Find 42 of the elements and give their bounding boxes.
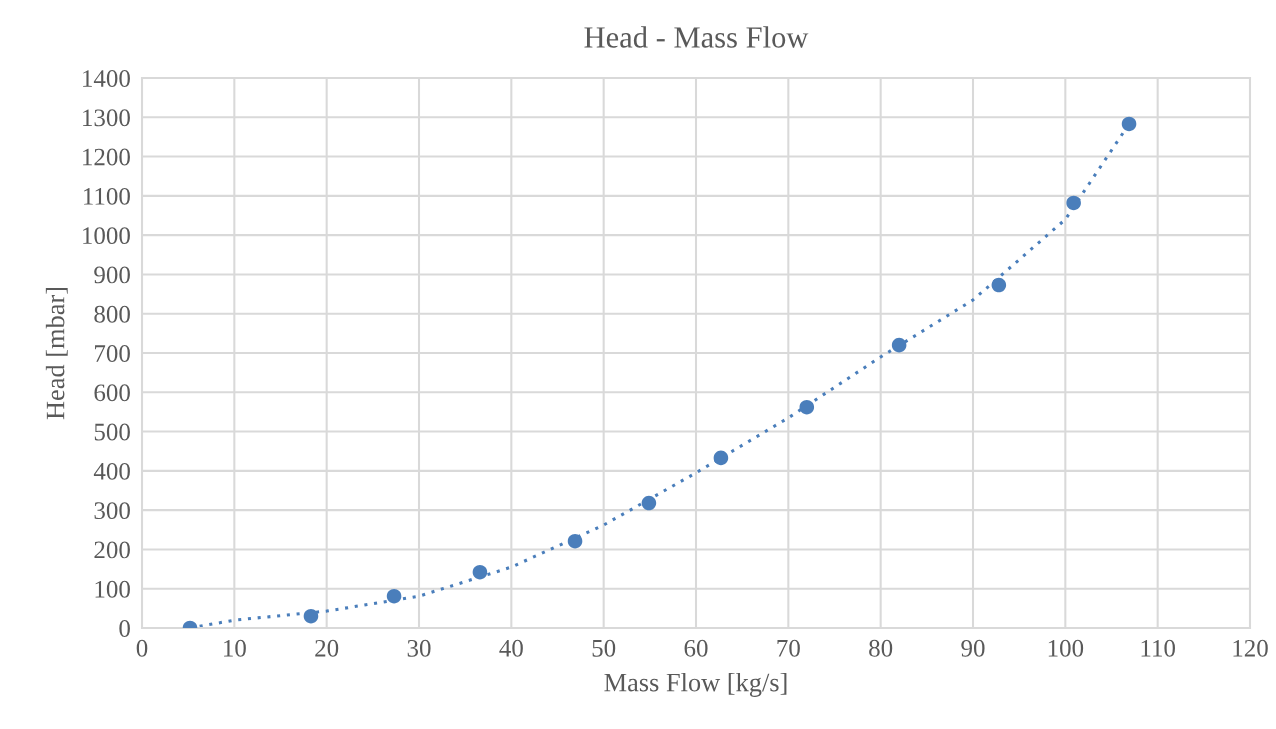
- y-tick-label: 400: [93, 462, 130, 480]
- point: [713, 450, 729, 466]
- point: [472, 564, 488, 580]
- point: [567, 533, 583, 549]
- y-tick-label: 800: [94, 305, 130, 323]
- y-tick-label: 1300: [83, 109, 130, 127]
- y-axis-title: Head [mbar]: [45, 287, 68, 420]
- point: [991, 277, 1007, 293]
- x-tick-label: 20: [315, 639, 339, 657]
- x-tick-label: 40: [499, 639, 523, 657]
- point: [891, 337, 907, 353]
- x-tick-label: 90: [961, 639, 985, 657]
- point: [641, 495, 657, 511]
- point: [1066, 195, 1081, 211]
- x-tick-label: 0: [136, 639, 148, 657]
- y-tick-label: 1000: [83, 227, 130, 245]
- x-tick-label: 50: [592, 639, 616, 657]
- x-tick-label: 70: [777, 639, 800, 657]
- point: [303, 608, 319, 624]
- point: [1121, 116, 1137, 132]
- x-tick-label: 120: [1233, 639, 1268, 657]
- y-tick-label: 1400: [83, 70, 130, 87]
- x-tick-label: 110: [1141, 639, 1175, 657]
- x-tick-label: 30: [407, 639, 431, 657]
- y-tick-label: 300: [94, 502, 130, 520]
- y-tick-label: 700: [95, 345, 130, 362]
- y-tick-label: 600: [94, 384, 130, 402]
- x-tick-label: 10: [224, 639, 246, 657]
- point: [386, 588, 402, 604]
- y-tick-label: 1100: [84, 187, 130, 205]
- x-axis-title: Mass Flow [kg/s]: [604, 672, 787, 697]
- y-tick-label: 1200: [83, 148, 130, 166]
- y-tick-label: 500: [94, 423, 130, 441]
- x-tick-label: 100: [1048, 639, 1084, 657]
- point: [799, 399, 815, 415]
- x-tick-label: 80: [869, 639, 893, 657]
- y-tick-label: 900: [94, 266, 130, 284]
- x-tick-label: 60: [684, 639, 708, 657]
- chart-title: Head - Mass Flow: [584, 26, 809, 48]
- y-tick-label: 100: [95, 580, 130, 598]
- y-tick-label: 200: [94, 541, 130, 559]
- y-tick-label: 0: [119, 620, 130, 637]
